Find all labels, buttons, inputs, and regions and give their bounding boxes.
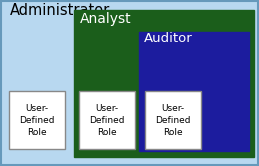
Text: User-
Defined
Role: User- Defined Role — [19, 104, 55, 137]
Text: User-
Defined
Role: User- Defined Role — [89, 104, 125, 137]
Text: Auditor: Auditor — [144, 32, 192, 45]
FancyBboxPatch shape — [145, 91, 201, 149]
FancyBboxPatch shape — [139, 32, 249, 151]
Text: Administrator: Administrator — [10, 3, 111, 18]
FancyBboxPatch shape — [79, 91, 135, 149]
Text: User-
Defined
Role: User- Defined Role — [155, 104, 191, 137]
FancyBboxPatch shape — [9, 91, 65, 149]
FancyBboxPatch shape — [74, 10, 254, 157]
Text: Analyst: Analyst — [80, 12, 132, 26]
